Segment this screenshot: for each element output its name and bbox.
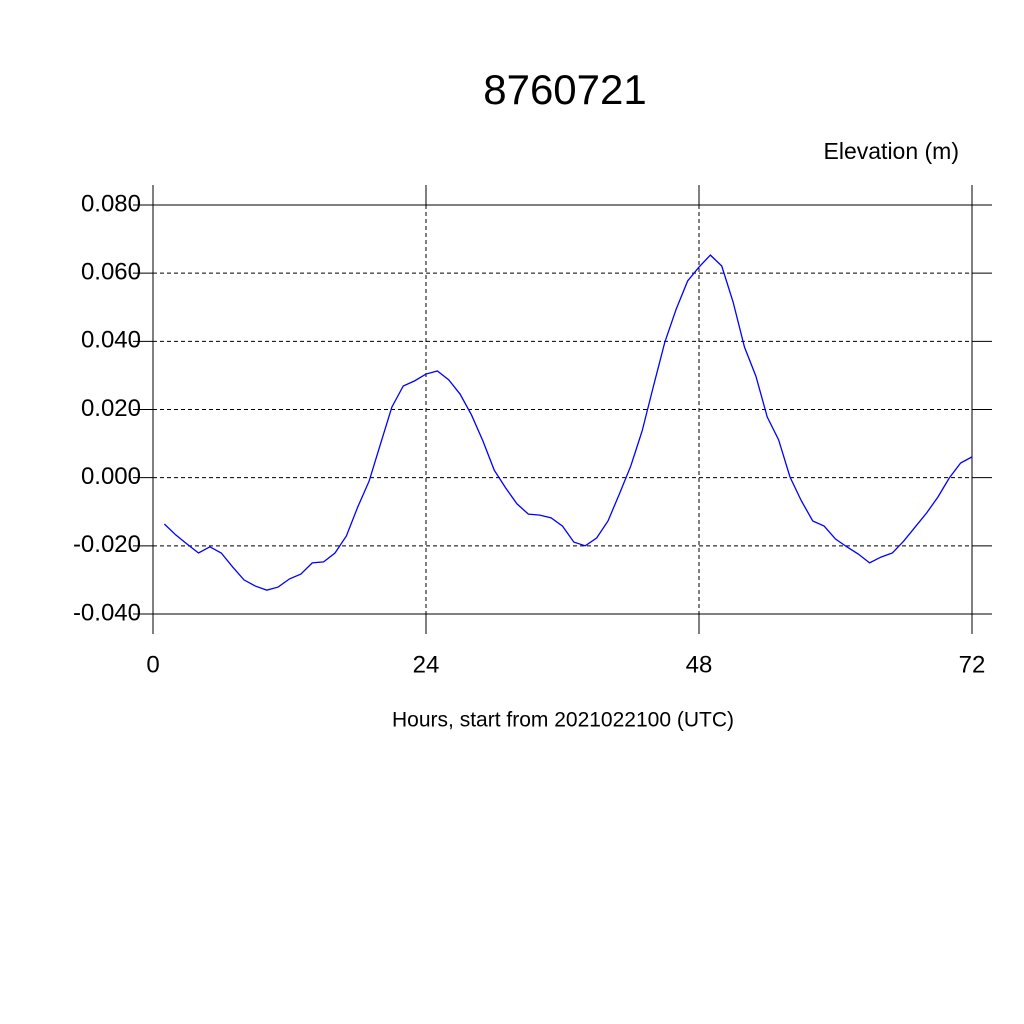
y-tick-label: 0.000: [81, 463, 141, 490]
y-axis-label: Elevation (m): [824, 138, 959, 164]
chart-title: 8760721: [483, 66, 647, 113]
x-tick-label: 48: [686, 651, 713, 678]
x-tick-label: 24: [413, 651, 440, 678]
y-tick-label: 0.080: [81, 190, 141, 217]
x-tick-label: 0: [146, 651, 159, 678]
y-tick-label: -0.040: [73, 599, 141, 626]
y-tick-label: 0.040: [81, 327, 141, 354]
y-tick-label: 0.020: [81, 395, 141, 422]
x-tick-label: 72: [959, 651, 986, 678]
y-tick-label: 0.060: [81, 259, 141, 286]
y-tick-label: -0.020: [73, 531, 141, 558]
data-line: [163, 254, 973, 591]
x-axis-label: Hours, start from 2021022100 (UTC): [392, 709, 734, 732]
